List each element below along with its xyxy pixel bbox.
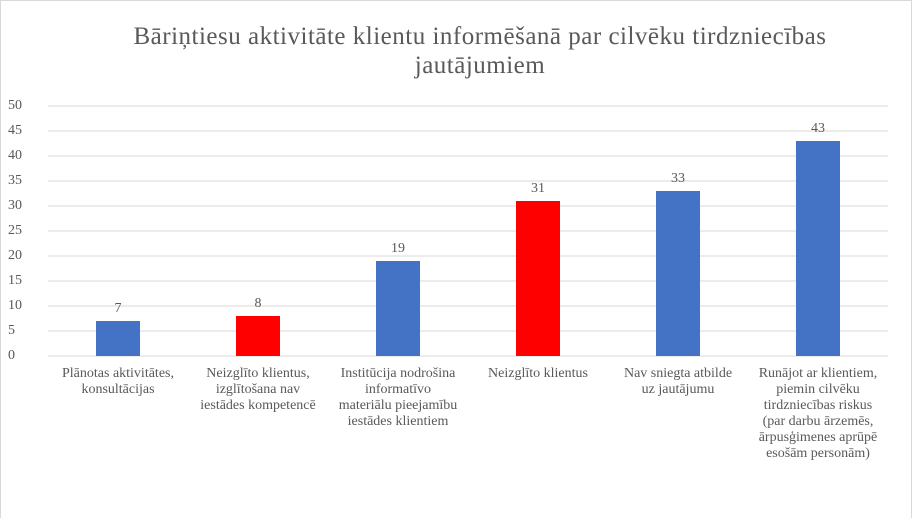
data-label: 8 bbox=[255, 296, 262, 311]
bar bbox=[236, 316, 280, 356]
y-tick-label: 0 bbox=[8, 348, 15, 363]
data-label: 33 bbox=[671, 171, 685, 186]
data-label: 7 bbox=[115, 301, 122, 316]
chart-title: Bāriņtiesu aktivitāte klientu informēšan… bbox=[133, 23, 827, 79]
x-tick-label: Nav sniegta atbilde uz jautājumu bbox=[623, 366, 733, 397]
y-tick-label: 5 bbox=[8, 323, 15, 338]
y-tick-label: 15 bbox=[8, 273, 22, 288]
x-tick-label: Runājot ar klientiem, piemin cilvēku tir… bbox=[758, 366, 878, 461]
y-tick-label: 35 bbox=[8, 173, 22, 188]
bar bbox=[516, 201, 560, 356]
y-tick-label: 25 bbox=[8, 223, 22, 238]
y-tick-label: 10 bbox=[8, 298, 22, 313]
x-tick-label: Plānotas aktivitātes, konsultācijas bbox=[62, 366, 174, 397]
data-label: 19 bbox=[391, 241, 405, 256]
y-tick-label: 30 bbox=[8, 198, 22, 213]
x-tick-label: Neizglīto klientus bbox=[488, 366, 588, 381]
y-tick-label: 40 bbox=[8, 148, 22, 163]
y-tick-label: 20 bbox=[8, 248, 22, 263]
x-tick-label: Neizglīto klientus, izglītošana nav iest… bbox=[200, 366, 316, 413]
bar bbox=[96, 321, 140, 356]
data-label: 31 bbox=[531, 181, 545, 196]
y-tick-label: 50 bbox=[8, 98, 22, 113]
bar bbox=[796, 141, 840, 356]
data-label: 43 bbox=[811, 121, 825, 136]
bar bbox=[656, 191, 700, 356]
bar bbox=[376, 261, 420, 356]
y-tick-label: 45 bbox=[8, 123, 22, 138]
x-tick-label: Institūcija nodrošina informatīvo materi… bbox=[338, 366, 458, 429]
